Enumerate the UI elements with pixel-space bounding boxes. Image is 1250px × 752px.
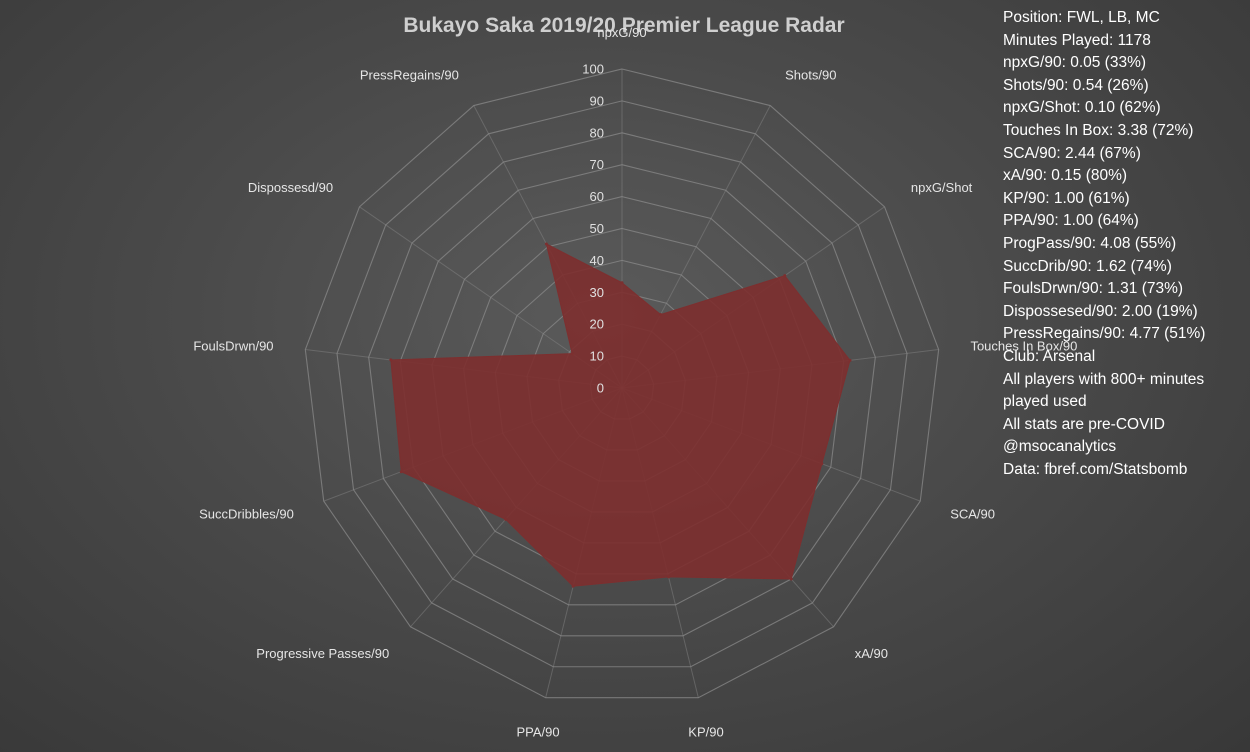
info-sca: SCA/90: 2.44 (67%) xyxy=(1003,144,1141,162)
info-panel: Position: FWL, LB, MC Minutes Played: 11… xyxy=(1003,7,1248,481)
radar-point xyxy=(544,242,548,246)
radial-tick-label: 20 xyxy=(590,317,604,332)
radial-tick-label: 70 xyxy=(590,157,604,172)
radar-point xyxy=(789,577,793,581)
radial-tick-label: 50 xyxy=(590,221,604,236)
radial-tick-label: 10 xyxy=(590,349,604,364)
info-minutes: Minutes Played: 1178 xyxy=(1003,31,1151,49)
axis-label: KP/90 xyxy=(688,725,723,740)
axis-label: Dispossesd/90 xyxy=(248,180,333,195)
grid-ring-100 xyxy=(304,68,940,699)
axis-label: PressRegains/90 xyxy=(360,68,459,83)
radar-point xyxy=(620,281,624,285)
radial-tick-label: 30 xyxy=(590,285,604,300)
info-dispossesed: Dispossesed/90: 2.00 (19%) xyxy=(1003,302,1198,320)
grid-ring-90 xyxy=(336,100,908,668)
info-xa: xA/90: 0.15 (80%) xyxy=(1003,167,1128,185)
axis-label: PPA/90 xyxy=(516,725,559,740)
info-position: Position: FWL, LB, MC xyxy=(1003,9,1160,26)
info-pressregains: PressRegains/90: 4.77 (51%) xyxy=(1003,325,1206,343)
radar-point xyxy=(820,462,824,466)
radar-axis-labels: npxG/90 Shots/90 npxG/Shot Touches In Box/9… xyxy=(193,25,1077,740)
radar-point xyxy=(570,352,574,356)
grid-ring-80 xyxy=(368,132,876,637)
radar-point xyxy=(783,274,787,278)
info-succdrib: SuccDrib/90: 1.62 (74%) xyxy=(1003,257,1172,275)
info-note-minutes: All players with 800+ minutes played use… xyxy=(1003,370,1205,411)
radar-point xyxy=(389,358,393,362)
axis-label: npxG/Shot xyxy=(911,180,973,195)
info-touches-in-box: Touches In Box: 3.38 (72%) xyxy=(1003,121,1194,139)
axis-label: SuccDribbles/90 xyxy=(199,507,294,522)
info-shots: Shots/90: 0.54 (26%) xyxy=(1003,76,1149,94)
info-npxg: npxG/90: 0.05 (33%) xyxy=(1003,54,1147,72)
radar-radial-ticks: 0 10 20 30 40 50 60 70 80 90 100 xyxy=(582,62,604,396)
info-source: Data: fbref.com/Statsbomb xyxy=(1003,460,1188,478)
axis-label: npxG/90 xyxy=(597,25,646,40)
radar-series-area xyxy=(390,243,851,587)
chart-title: Bukayo Saka 2019/20 Premier League Radar xyxy=(403,14,845,37)
radar-point xyxy=(571,584,575,588)
axis-label: Shots/90 xyxy=(785,68,836,83)
info-club: Club: Arsenal xyxy=(1003,347,1096,365)
radar-point xyxy=(667,575,671,579)
radar-point xyxy=(659,313,663,317)
info-note-covid: All stats are pre-COVID xyxy=(1003,415,1165,433)
radial-tick-label: 100 xyxy=(582,62,604,77)
info-progpass: ProgPass/90: 4.08 (55%) xyxy=(1003,234,1177,252)
radial-tick-label: 0 xyxy=(597,381,604,396)
info-kp: KP/90: 1.00 (61%) xyxy=(1003,189,1130,207)
axis-label: SCA/90 xyxy=(950,507,995,522)
axis-label: Touches In Box/90 xyxy=(970,338,1077,353)
radar-point xyxy=(399,470,403,474)
info-handle: @msocanalytics xyxy=(1003,438,1117,456)
radar-point xyxy=(848,358,852,362)
axis-label: Progressive Passes/90 xyxy=(256,646,389,661)
axis-label: FoulsDrwn/90 xyxy=(193,338,273,353)
radial-tick-label: 40 xyxy=(590,253,604,268)
info-npxg-shot: npxG/Shot: 0.10 (62%) xyxy=(1003,99,1161,117)
info-foulsdrwn: FoulsDrwn/90: 1.31 (73%) xyxy=(1003,280,1184,298)
radial-tick-label: 80 xyxy=(590,125,604,140)
radial-tick-label: 90 xyxy=(590,93,604,108)
radar-series xyxy=(389,242,852,588)
info-ppa: PPA/90: 1.00 (64%) xyxy=(1003,212,1139,230)
axis-label: xA/90 xyxy=(855,646,888,661)
radial-tick-label: 60 xyxy=(590,189,604,204)
radar-point xyxy=(504,517,508,521)
grid-ring-70 xyxy=(399,164,845,606)
